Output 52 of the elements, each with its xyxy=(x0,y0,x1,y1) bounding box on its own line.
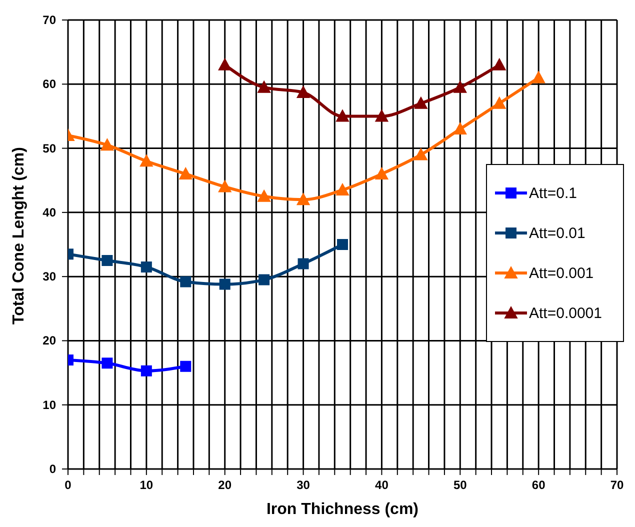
x-tick-label: 70 xyxy=(610,478,624,492)
x-tick-label: 40 xyxy=(375,478,389,492)
point xyxy=(337,239,348,250)
y-tick-label: 0 xyxy=(49,462,56,476)
point xyxy=(454,80,467,93)
y-tick-label: 70 xyxy=(42,13,56,27)
point xyxy=(140,365,152,376)
point xyxy=(296,193,310,206)
point xyxy=(102,358,113,369)
point xyxy=(296,86,310,98)
point xyxy=(298,258,309,270)
point xyxy=(180,360,192,372)
y-tick-label: 40 xyxy=(42,205,56,220)
point xyxy=(375,167,388,180)
point xyxy=(532,71,546,84)
y-axis-title: Total Cone Lenght (cm) xyxy=(10,147,28,324)
point xyxy=(100,138,114,151)
x-tick-label: 0 xyxy=(64,478,72,492)
point xyxy=(180,276,192,288)
point xyxy=(375,110,388,122)
y-tick-label: 10 xyxy=(42,398,56,412)
y-tick-label: 50 xyxy=(42,141,56,156)
x-axis-title: Iron Thichness (cm) xyxy=(266,501,419,518)
point xyxy=(140,261,152,272)
point xyxy=(454,122,467,135)
point xyxy=(102,255,113,266)
x-tick-label: 50 xyxy=(453,478,468,492)
point xyxy=(258,190,271,202)
point xyxy=(492,58,506,70)
point xyxy=(258,274,270,286)
point xyxy=(179,167,192,180)
x-tick-label: 10 xyxy=(140,478,154,492)
legend-label: Att=0.1 xyxy=(529,184,577,202)
point xyxy=(219,278,230,290)
point xyxy=(218,180,232,192)
y-tick-label: 60 xyxy=(42,77,56,92)
point xyxy=(140,154,153,167)
y-tick-label: 20 xyxy=(42,334,56,348)
legend-label: Att=0.0001 xyxy=(529,304,602,322)
point xyxy=(492,96,506,109)
x-tick-label: 20 xyxy=(218,478,232,492)
legend-label: Att=0.001 xyxy=(529,264,594,282)
point xyxy=(218,58,232,70)
point xyxy=(336,183,349,196)
legend-label: Att=0.01 xyxy=(529,224,586,242)
point xyxy=(414,148,428,160)
x-tick-label: 60 xyxy=(532,478,546,492)
point xyxy=(336,110,349,122)
point xyxy=(414,96,428,109)
y-tick-label: 30 xyxy=(42,270,56,284)
point xyxy=(258,80,271,93)
x-tick-label: 30 xyxy=(296,478,310,492)
